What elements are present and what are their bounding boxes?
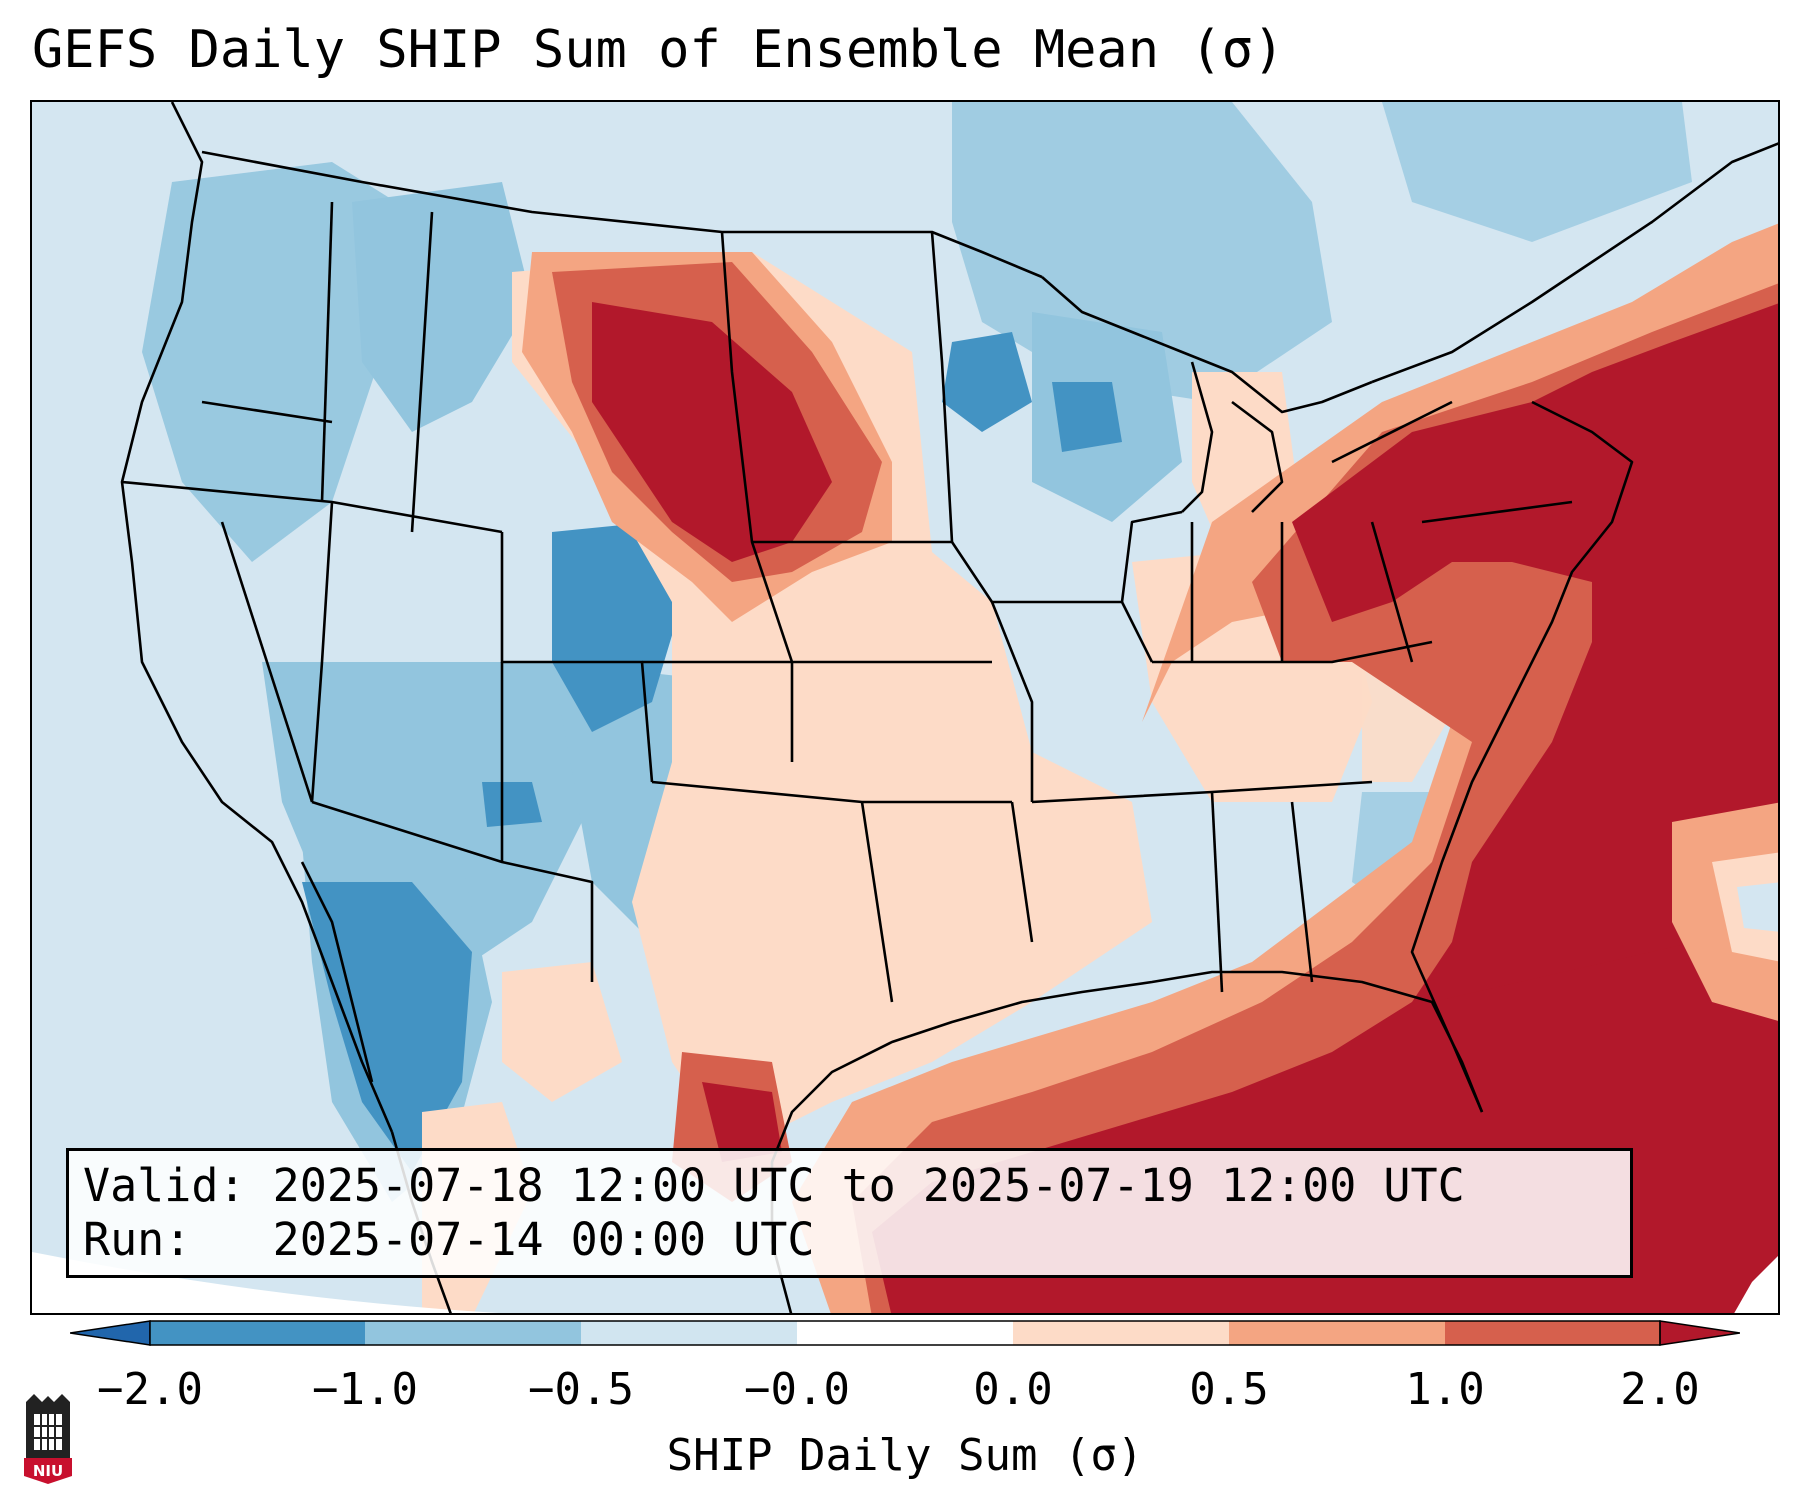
colorbar-bin-5 — [1229, 1321, 1445, 1345]
map-canvas — [32, 102, 1778, 1313]
colorbar-tick-label: −1.0 — [312, 1364, 418, 1415]
colorbar-label: SHIP Daily Sum (σ) — [666, 1430, 1144, 1481]
colorbar-extend-low — [70, 1320, 151, 1346]
colorbar-bin-6 — [1445, 1321, 1660, 1345]
logo-text: NIU — [33, 1462, 63, 1480]
valid-line: Valid: 2025-07-18 12:00 UTC to 2025-07-1… — [83, 1159, 1465, 1212]
colorbar-tick-label: 0.0 — [973, 1364, 1053, 1415]
valid-run-info-box: Valid: 2025-07-18 12:00 UTC to 2025-07-1… — [66, 1148, 1633, 1278]
colorbar-tick-label: −0.0 — [744, 1364, 850, 1415]
colorbar — [70, 1318, 1740, 1348]
colorbar-tick-label: −2.0 — [97, 1364, 203, 1415]
colorbar-tick-label: −0.5 — [528, 1364, 634, 1415]
colorbar-bin-1 — [365, 1321, 581, 1345]
colorbar-tick-label: 2.0 — [1620, 1364, 1700, 1415]
niu-logo-icon: NIU — [24, 1394, 72, 1484]
colorbar-bin-0 — [150, 1321, 365, 1345]
run-line: Run: 2025-07-14 00:00 UTC — [83, 1213, 815, 1266]
map-title: GEFS Daily SHIP Sum of Ensemble Mean (σ) — [32, 20, 1285, 80]
colorbar-bin-3 — [797, 1321, 1013, 1345]
colorbar-bin-4 — [1013, 1321, 1229, 1345]
colorbar-bin-2 — [581, 1321, 797, 1345]
map-panel[interactable] — [30, 100, 1780, 1315]
colorbar-svg — [70, 1320, 1740, 1346]
colorbar-extend-high — [1659, 1320, 1740, 1346]
colorbar-tick-label: 0.5 — [1189, 1364, 1269, 1415]
colorbar-tick-label: 1.0 — [1405, 1364, 1485, 1415]
